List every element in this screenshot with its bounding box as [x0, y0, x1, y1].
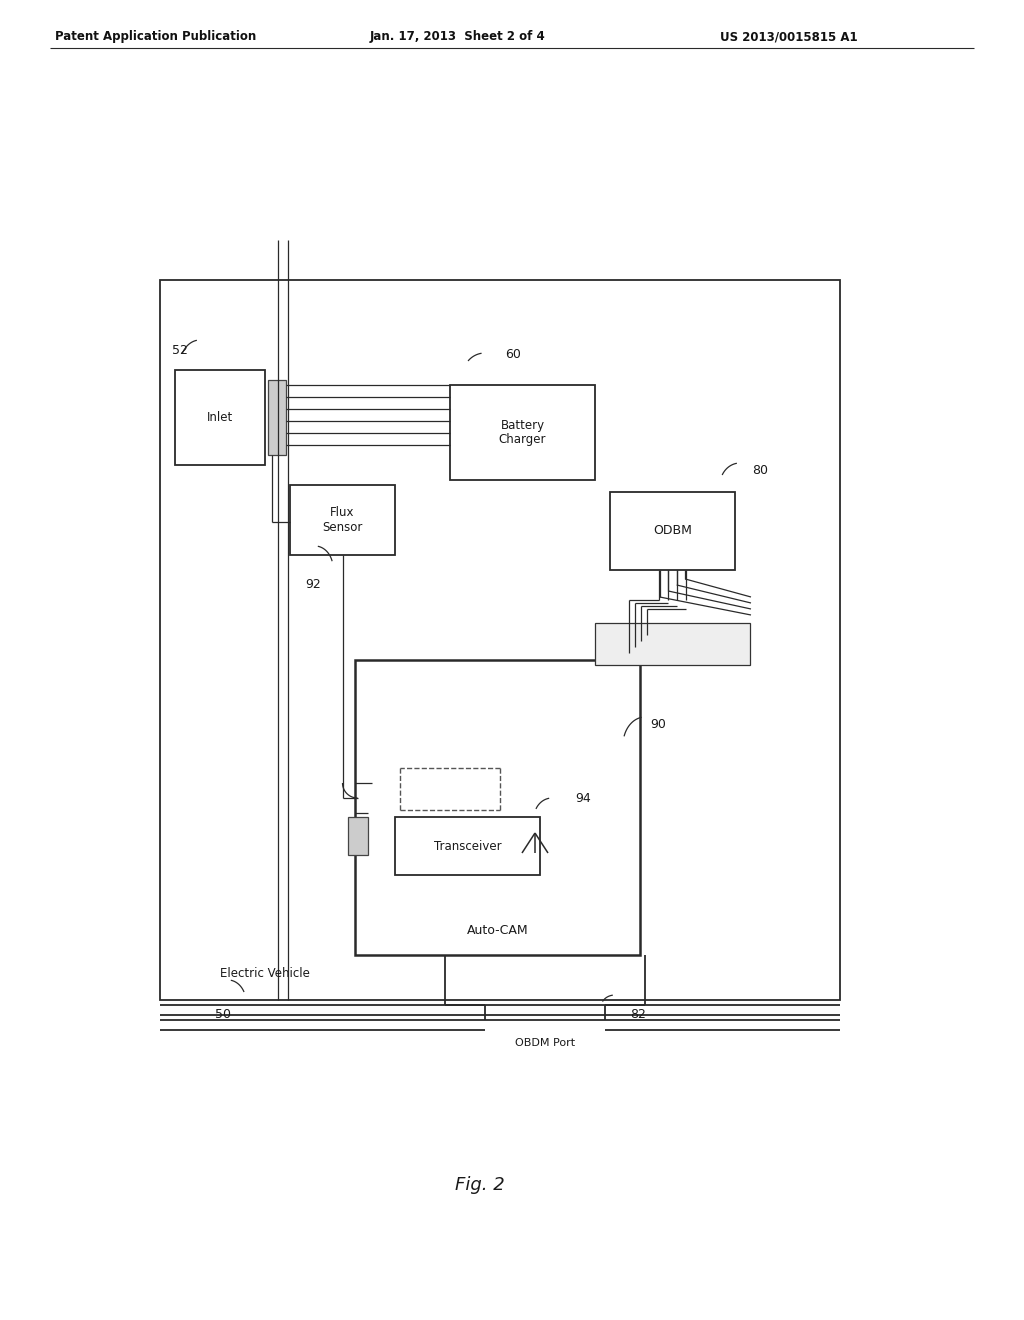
Text: Battery
Charger: Battery Charger [499, 418, 546, 446]
Bar [610, 492, 735, 570]
Text: 92: 92 [305, 578, 321, 591]
Text: Jan. 17, 2013  Sheet 2 of 4: Jan. 17, 2013 Sheet 2 of 4 [370, 30, 546, 44]
Text: 82: 82 [630, 1007, 646, 1020]
Text: 94: 94 [575, 792, 591, 804]
Bar [395, 817, 540, 875]
Text: ODBM: ODBM [653, 524, 692, 537]
Bar [268, 380, 286, 455]
Text: Electric Vehicle: Electric Vehicle [220, 968, 310, 979]
Text: 52: 52 [172, 343, 187, 356]
Text: US 2013/0015815 A1: US 2013/0015815 A1 [720, 30, 858, 44]
Text: Patent Application Publication: Patent Application Publication [55, 30, 256, 44]
Bar [175, 370, 265, 465]
Bar [290, 484, 395, 554]
Text: 50: 50 [215, 1008, 231, 1022]
Text: Inlet: Inlet [207, 411, 233, 424]
Bar [160, 280, 840, 1001]
Text: Fig. 2: Fig. 2 [455, 1176, 505, 1195]
Text: Transceiver: Transceiver [434, 840, 502, 853]
Bar [348, 817, 368, 855]
Bar [450, 385, 595, 480]
Text: 90: 90 [650, 718, 666, 731]
Text: 80: 80 [752, 463, 768, 477]
Bar [595, 623, 750, 665]
Bar [355, 660, 640, 954]
Text: Auto-CAM: Auto-CAM [467, 924, 528, 936]
Text: OBDM Port: OBDM Port [515, 1038, 575, 1048]
Text: 60: 60 [505, 348, 521, 362]
Text: Flux
Sensor: Flux Sensor [323, 506, 362, 535]
